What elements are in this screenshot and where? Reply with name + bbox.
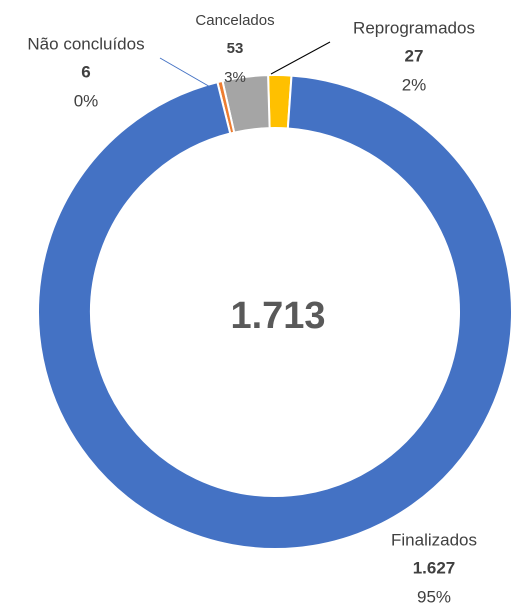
slice bbox=[37, 74, 513, 550]
percent-label: 0% bbox=[74, 91, 99, 110]
category-label: Reprogramados bbox=[353, 18, 475, 37]
category-label: Não concluídos bbox=[27, 34, 144, 53]
leader-line bbox=[159, 57, 213, 89]
slice bbox=[221, 74, 271, 134]
total-label: 1.713 bbox=[230, 295, 325, 337]
category-label: Cancelados bbox=[195, 12, 274, 29]
percent-label: 3% bbox=[224, 69, 246, 86]
percent-label: 95% bbox=[417, 587, 451, 606]
value-label: 27 bbox=[405, 46, 424, 65]
percent-label: 2% bbox=[402, 75, 427, 94]
category-label: Finalizados bbox=[391, 530, 477, 549]
value-label: 6 bbox=[81, 62, 90, 81]
leader-line bbox=[270, 41, 331, 75]
value-label: 1.627 bbox=[413, 558, 456, 577]
value-label: 53 bbox=[227, 40, 244, 57]
